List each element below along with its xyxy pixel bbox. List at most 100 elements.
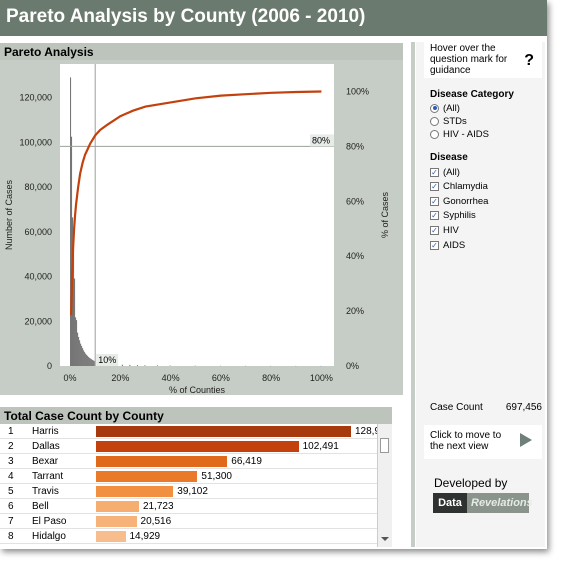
category-option-label: STDs	[443, 115, 467, 127]
checkbox[interactable]: ✓	[430, 182, 439, 192]
checkbox[interactable]: ✓	[430, 240, 439, 250]
bar-mark[interactable]	[92, 359, 94, 366]
disease-option-syphilis[interactable]: ✓ Syphilis	[430, 210, 476, 222]
marker-80-bg	[310, 134, 334, 147]
sidebar-divider	[411, 42, 415, 547]
bar-mark[interactable]	[86, 354, 88, 366]
bar-mark[interactable]	[81, 345, 83, 366]
row-rank: 1	[8, 426, 14, 437]
question-mark-icon[interactable]: ?	[524, 52, 534, 69]
y-tick-label: 0	[47, 361, 52, 371]
category-option-label: (All)	[443, 102, 460, 114]
row-bar[interactable]	[96, 516, 137, 527]
bar-mark[interactable]	[84, 352, 86, 366]
disease-option-hiv[interactable]: ✓ HIV	[430, 224, 459, 236]
x-axis-label: % of Counties	[169, 385, 226, 395]
bar-mark[interactable]	[70, 77, 72, 366]
x-tick-label: 60%	[212, 373, 230, 383]
table-row[interactable]: 5 Travis 39,102	[0, 484, 377, 499]
guidance-box[interactable]: Hover over the question mark for guidanc…	[424, 42, 542, 78]
row-rank: 8	[8, 531, 14, 542]
row-bar[interactable]	[96, 441, 299, 452]
scrollbar-thumb[interactable]	[380, 438, 389, 453]
row-county: Dallas	[32, 441, 60, 452]
case-count-label: Case Count	[430, 402, 483, 413]
bar-mark[interactable]	[136, 365, 138, 366]
table-scrollbar[interactable]	[377, 424, 392, 547]
table-row[interactable]: 1 Harris 128,989	[0, 424, 391, 439]
bar-mark[interactable]	[76, 320, 78, 366]
bar-mark[interactable]	[85, 353, 87, 366]
bar-mark[interactable]	[80, 343, 82, 366]
y2-tick-label: 60%	[346, 196, 364, 206]
radio-button[interactable]	[430, 116, 439, 126]
table-row[interactable]: 3 Bexar 66,419	[0, 454, 377, 469]
bar-mark[interactable]	[78, 336, 80, 366]
disease-option-label: Syphilis	[443, 210, 476, 222]
bar-mark[interactable]	[71, 136, 73, 366]
checkbox[interactable]: ✓	[430, 167, 439, 177]
bar-mark[interactable]	[87, 355, 89, 366]
table-row[interactable]: 6 Bell 21,723	[0, 499, 377, 514]
bar-mark[interactable]	[157, 365, 159, 366]
disease-option-aids[interactable]: ✓ AIDS	[430, 239, 465, 251]
bar-mark[interactable]	[93, 360, 95, 366]
bar-mark[interactable]	[75, 317, 77, 366]
bar-mark[interactable]	[79, 340, 81, 366]
category-option-label: HIV - AIDS	[443, 128, 489, 140]
bar-mark[interactable]	[129, 364, 131, 366]
bar-mark[interactable]	[74, 278, 76, 366]
bar-mark[interactable]	[121, 364, 123, 366]
checkbox[interactable]: ✓	[430, 211, 439, 221]
y-axis-label: Number of Cases	[4, 179, 14, 250]
x-tick-label: 100%	[310, 373, 333, 383]
bar-mark[interactable]	[91, 359, 93, 366]
row-county: Travis	[32, 486, 59, 497]
dashboard-frame: Pareto Analysis by County (2006 - 2010) …	[0, 0, 547, 549]
bar-mark[interactable]	[77, 332, 79, 366]
row-bar[interactable]	[96, 531, 126, 542]
table-row[interactable]: 8 Hidalgo 14,929	[0, 529, 377, 544]
row-county: Tarrant	[32, 471, 64, 482]
radio-button[interactable]	[430, 103, 439, 113]
bar-mark[interactable]	[83, 350, 85, 366]
pareto-chart[interactable]: 80% 10% 0 20,000 40,000 60,000 80,000 100,000 12…	[0, 60, 403, 395]
row-bar[interactable]	[96, 501, 139, 512]
bar-mark[interactable]	[89, 357, 91, 366]
county-table[interactable]: 1 Harris 128,989 2 Dallas 102,491 3 Bexar 66,419…	[0, 424, 392, 548]
category-option-hiv-aids[interactable]: HIV - AIDS	[430, 128, 489, 140]
row-bar[interactable]	[96, 426, 351, 437]
y-tick-label: 40,000	[24, 272, 52, 282]
bar-mark[interactable]	[82, 348, 84, 366]
disease-option-chlamydia[interactable]: ✓ Chlamydia	[430, 181, 488, 193]
table-row[interactable]: 7 El Paso 20,516	[0, 514, 377, 529]
bar-mark[interactable]	[94, 361, 96, 366]
pareto-section-title: Pareto Analysis	[4, 45, 94, 59]
disease-option-all[interactable]: ✓ (All)	[430, 166, 460, 178]
disease-option-label: Gonorrhea	[443, 195, 489, 207]
cumulative-line[interactable]	[70, 90, 322, 316]
row-bar[interactable]	[96, 471, 198, 482]
data-revelations-logo[interactable]: Data Revelations	[433, 493, 533, 513]
row-bar[interactable]	[96, 456, 228, 467]
bar-mark[interactable]	[88, 357, 90, 366]
play-arrow-icon[interactable]	[520, 433, 532, 447]
category-option-stds[interactable]: STDs	[430, 115, 467, 127]
y2-tick-label: 20%	[346, 306, 364, 316]
bar-mark[interactable]	[144, 365, 146, 366]
scroll-down-icon[interactable]	[381, 537, 389, 541]
next-view-button[interactable]: Click to move to the next view	[424, 425, 542, 459]
bar-mark[interactable]	[90, 358, 92, 366]
disease-option-gonorrhea[interactable]: ✓ Gonorrhea	[430, 195, 488, 207]
checkbox[interactable]: ✓	[430, 225, 439, 235]
radio-button[interactable]	[430, 129, 439, 139]
row-value: 102,491	[302, 441, 339, 452]
checkbox[interactable]: ✓	[430, 196, 439, 206]
row-bar[interactable]	[96, 486, 174, 497]
table-row[interactable]: 4 Tarrant 51,300	[0, 469, 377, 484]
table-row[interactable]: 2 Dallas 102,491	[0, 439, 377, 454]
category-option-all[interactable]: (All)	[430, 102, 460, 114]
bar-mark[interactable]	[73, 251, 75, 366]
y-tick-label: 120,000	[19, 93, 52, 103]
y-tick-label: 80,000	[24, 182, 52, 192]
